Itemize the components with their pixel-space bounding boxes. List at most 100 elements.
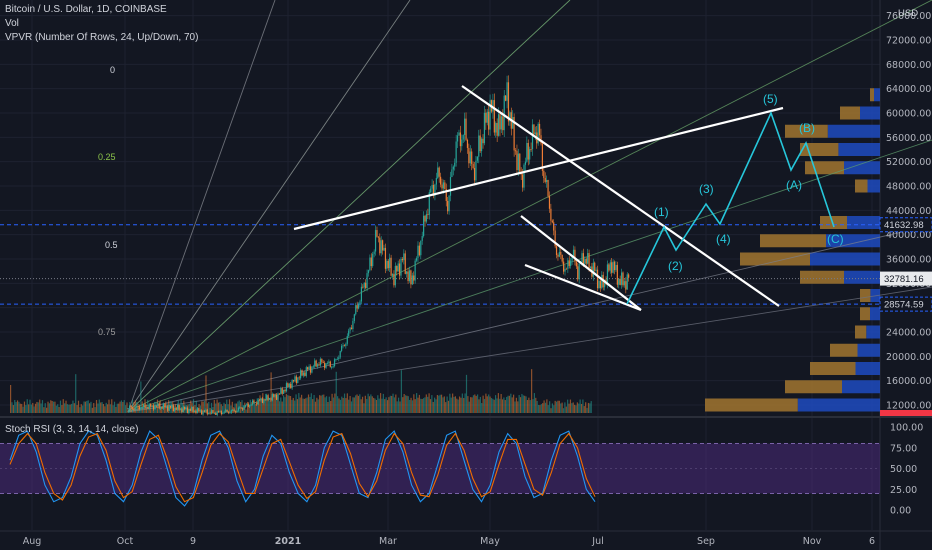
candle-body xyxy=(377,236,379,238)
price-tag-label: 32781.16 xyxy=(884,274,924,285)
vpvr-legend[interactable]: VPVR (Number Of Rows, 24, Up/Down, 70) xyxy=(5,32,199,43)
volume-bar xyxy=(474,394,476,413)
candle-body xyxy=(380,240,382,254)
symbol-legend[interactable]: Bitcoin / U.S. Dollar, 1D, COINBASE xyxy=(5,4,167,15)
candle-body xyxy=(479,135,481,152)
volume-bar xyxy=(378,398,380,413)
candle-body xyxy=(186,407,189,413)
volume-bar xyxy=(271,395,274,413)
candle-body xyxy=(574,249,576,262)
volume-bar xyxy=(486,396,488,413)
volume-bar xyxy=(48,403,50,413)
price-tick-label: 56000.00 xyxy=(886,133,931,144)
volume-bar xyxy=(439,394,441,413)
volume-bar xyxy=(452,393,454,413)
candle-body xyxy=(447,200,449,212)
candle-body xyxy=(359,301,361,304)
price-tick-label: 48000.00 xyxy=(886,182,931,193)
candle-body xyxy=(456,135,459,142)
volume-bar xyxy=(107,404,109,413)
time-tick-label: 9 xyxy=(190,536,196,547)
volume-bar xyxy=(335,371,337,413)
vpvr-bar-down xyxy=(810,362,856,375)
price-tick-label: 72000.00 xyxy=(886,36,931,47)
vpvr-bar-down xyxy=(785,124,828,138)
volume-bar xyxy=(130,405,132,413)
candle-body xyxy=(625,281,627,290)
volume-bar xyxy=(123,400,125,413)
volume-bar xyxy=(575,405,577,413)
time-tick-label: May xyxy=(480,536,500,547)
candle-body xyxy=(162,403,165,409)
candle-body xyxy=(158,403,160,409)
volume-bar xyxy=(313,394,315,413)
candle-body xyxy=(196,408,198,413)
vpvr-bar-up xyxy=(847,216,880,229)
candle-body xyxy=(208,412,210,415)
volume-legend[interactable]: Vol xyxy=(5,18,19,29)
volume-bar xyxy=(40,403,42,413)
candle-body xyxy=(541,143,544,171)
candle-body xyxy=(553,222,555,231)
volume-bar xyxy=(568,403,570,413)
volume-bar xyxy=(488,394,490,413)
volume-bar xyxy=(363,403,365,413)
volume-bar xyxy=(386,400,389,413)
candle-body xyxy=(475,160,477,181)
candle-body xyxy=(372,253,374,267)
volume-bar xyxy=(224,404,226,413)
volume-bar xyxy=(120,400,123,413)
volume-bar xyxy=(356,394,358,413)
candle-body xyxy=(174,408,176,411)
candle-body xyxy=(622,272,624,286)
candle-body xyxy=(301,370,303,376)
volume-bar xyxy=(299,397,301,413)
volume-bar xyxy=(314,401,317,413)
volume-bar xyxy=(248,405,250,413)
volume-bar xyxy=(126,402,128,413)
candle-body xyxy=(587,253,589,264)
candle-body xyxy=(485,112,487,123)
candle-body xyxy=(209,412,211,414)
volume-bar xyxy=(316,397,318,413)
volume-bar xyxy=(280,397,282,413)
stoch-rsi-legend[interactable]: Stoch RSI (3, 3, 14, 14, close) xyxy=(5,424,139,435)
candle-body xyxy=(217,411,220,413)
volume-bar xyxy=(403,394,405,413)
volume-bar xyxy=(205,375,207,413)
volume-bar xyxy=(28,404,30,413)
candle-body xyxy=(486,111,488,123)
volume-bar xyxy=(273,396,275,413)
candle-body xyxy=(297,377,299,383)
candle-body xyxy=(288,383,290,387)
volume-bar xyxy=(238,400,240,413)
candle-body xyxy=(175,408,177,410)
candle-body xyxy=(500,116,502,130)
candle-body xyxy=(570,260,572,266)
volume-bar xyxy=(533,393,535,413)
volume-bar xyxy=(32,402,34,413)
candle-body xyxy=(308,366,310,370)
volume-bar xyxy=(43,407,45,413)
candle-body xyxy=(295,376,297,383)
volume-bar xyxy=(249,399,251,413)
volume-bar xyxy=(399,401,401,413)
grid-lines xyxy=(0,0,880,530)
volume-bar xyxy=(161,407,163,413)
stoch-k-line xyxy=(9,430,596,507)
elliott-wave-label: (2) xyxy=(668,259,683,273)
volume-bar xyxy=(83,401,85,413)
volume-bar xyxy=(73,403,75,413)
volume-bar xyxy=(543,400,545,413)
candle-body xyxy=(325,363,327,368)
vpvr-bar-up xyxy=(866,325,880,339)
candle-body xyxy=(458,132,460,136)
candle-body xyxy=(415,258,418,261)
volume-bar xyxy=(34,403,37,413)
volume-bar xyxy=(18,401,20,413)
volume-bar xyxy=(428,393,430,413)
candle-body xyxy=(384,247,387,269)
fib-fan-line xyxy=(127,224,932,413)
candle-body xyxy=(374,230,377,252)
